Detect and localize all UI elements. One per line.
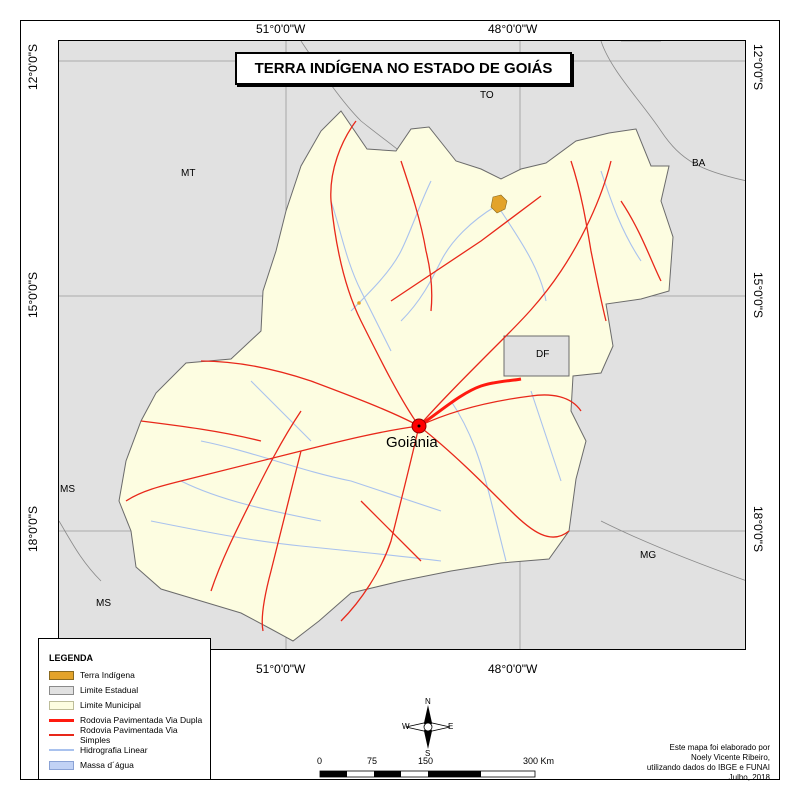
state-label-df: DF xyxy=(536,349,550,360)
compass-n: N xyxy=(425,697,431,706)
coord-left-15: 15°0'0"S xyxy=(26,271,41,319)
indigenous-land-small[interactable] xyxy=(357,301,361,305)
state-label-ms-left: MS xyxy=(60,484,75,495)
coord-right-18: 18°0'0"S xyxy=(751,505,766,553)
credits-line1: Este mapa foi elaborado por xyxy=(669,743,770,752)
coord-right-12: 12°0'0"S xyxy=(751,43,766,91)
coord-bottom-right: 48°0'0"W xyxy=(488,662,538,676)
df-district xyxy=(503,335,570,377)
compass-s: S xyxy=(425,749,431,758)
compass-e: E xyxy=(448,722,454,731)
legend-item-simple-road: Rodovia Pavimentada Via Simples xyxy=(49,725,210,745)
state-label-mt: MT xyxy=(181,168,196,179)
swatch-indigenous xyxy=(49,670,74,680)
compass-rose-icon xyxy=(405,705,451,749)
credits-line4: Julho, 2018 xyxy=(728,773,770,782)
legend-item-indigenous: Terra Indígena xyxy=(49,669,135,681)
legend-item-municipal: Limite Municipal xyxy=(49,699,141,711)
coord-bottom-left: 51°0'0"W xyxy=(256,662,306,676)
scale-label-0: 0 xyxy=(317,756,323,766)
state-label-mg: MG xyxy=(640,550,657,561)
swatch-municipal xyxy=(49,700,74,710)
map-title: TERRA INDÍGENA NO ESTADO DE GOIÁS xyxy=(235,52,572,85)
goias-state xyxy=(118,110,674,642)
state-label-to: TO xyxy=(480,90,494,101)
capital-marker-dot xyxy=(417,424,421,428)
swatch-simple-road xyxy=(49,734,74,736)
legend: LEGENDA Terra Indígena Limite Estadual L… xyxy=(38,638,211,780)
swatch-state-boundary xyxy=(49,685,74,695)
legend-title: LEGENDA xyxy=(49,653,94,663)
scale-label-75: 75 xyxy=(367,756,378,766)
hydrography xyxy=(150,170,642,562)
credits: Este mapa foi elaborado por Noely Vicent… xyxy=(610,743,770,783)
coord-top-right: 48°0'0"W xyxy=(488,22,538,36)
legend-item-water: Massa d´água xyxy=(49,759,134,771)
credits-line2: Noely Vicente Ribeiro, xyxy=(690,753,770,762)
credits-line3: utilizando dados do IBGE e FUNAI xyxy=(646,763,770,772)
capital-label: Goiânia xyxy=(386,434,438,451)
legend-item-double-road: Rodovia Pavimentada Via Dupla xyxy=(49,714,202,726)
scale-label-150: 150 xyxy=(418,756,434,766)
swatch-water xyxy=(49,760,74,770)
coord-top-left: 51°0'0"W xyxy=(256,22,306,36)
scale-bar xyxy=(319,770,536,778)
indigenous-land[interactable] xyxy=(490,194,508,214)
roads-simple xyxy=(125,120,662,632)
legend-item-state-boundary: Limite Estadual xyxy=(49,684,138,696)
compass-w: W xyxy=(402,722,410,731)
state-label-ms-bottom: MS xyxy=(96,598,111,609)
coord-left-18: 18°0'0"S xyxy=(26,505,41,553)
state-label-ba: BA xyxy=(692,158,706,169)
coord-right-15: 15°0'0"S xyxy=(751,271,766,319)
coord-left-12: 12°0'0"S xyxy=(26,43,41,91)
map-canvas[interactable] xyxy=(58,40,746,650)
swatch-double-road xyxy=(49,718,74,722)
swatch-hydro xyxy=(49,749,74,751)
legend-item-hydro: Hidrografia Linear xyxy=(49,744,148,756)
road-double xyxy=(418,377,522,428)
scale-label-300: 300 Km xyxy=(523,756,555,766)
